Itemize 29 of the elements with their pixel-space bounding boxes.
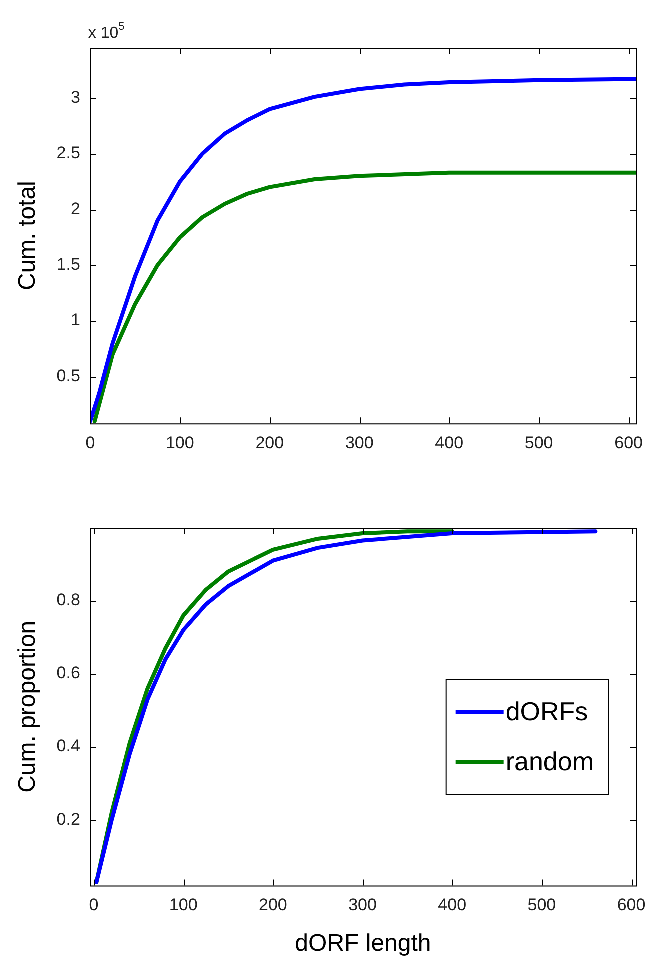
y-axis-title: Cum. total xyxy=(14,181,42,290)
x-tick-label: 600 xyxy=(614,433,644,452)
y-axis-title: Cum. proportion xyxy=(14,620,42,793)
y-tick-label: 1 xyxy=(70,310,80,330)
y-tick-label: 0.2 xyxy=(56,810,80,829)
x-tick-label: 400 xyxy=(435,433,464,452)
x-tick-label: 100 xyxy=(166,433,194,452)
y-tick-label: 0.8 xyxy=(56,590,80,610)
legend-label: random xyxy=(506,746,594,777)
x-tick-label: 0 xyxy=(89,896,99,915)
y-tick-label: 0.4 xyxy=(56,736,80,756)
y-tick-label: 3 xyxy=(70,88,80,107)
x-tick-label: 600 xyxy=(617,896,646,915)
x-tick-label: 300 xyxy=(348,896,377,915)
x-tick-label: 0 xyxy=(86,433,96,452)
y-tick-label: 2.5 xyxy=(56,144,80,163)
y-tick-label: 2 xyxy=(70,199,80,218)
x-tick-label: 200 xyxy=(258,896,288,915)
y-tick-label: 1.5 xyxy=(56,255,80,274)
x-tick-label: 300 xyxy=(345,433,374,452)
x-tick-label: 500 xyxy=(524,433,554,452)
y-tick-label: 0.6 xyxy=(56,664,80,683)
legend-label: dORFs xyxy=(506,696,588,727)
x-tick-label: 100 xyxy=(169,896,198,915)
x-axis-title: dORF length xyxy=(295,930,432,958)
x-tick-label: 400 xyxy=(438,896,467,915)
y-tick-label: 0.5 xyxy=(56,366,80,386)
x-tick-label: 200 xyxy=(256,433,284,452)
x-tick-label: 500 xyxy=(528,896,556,915)
